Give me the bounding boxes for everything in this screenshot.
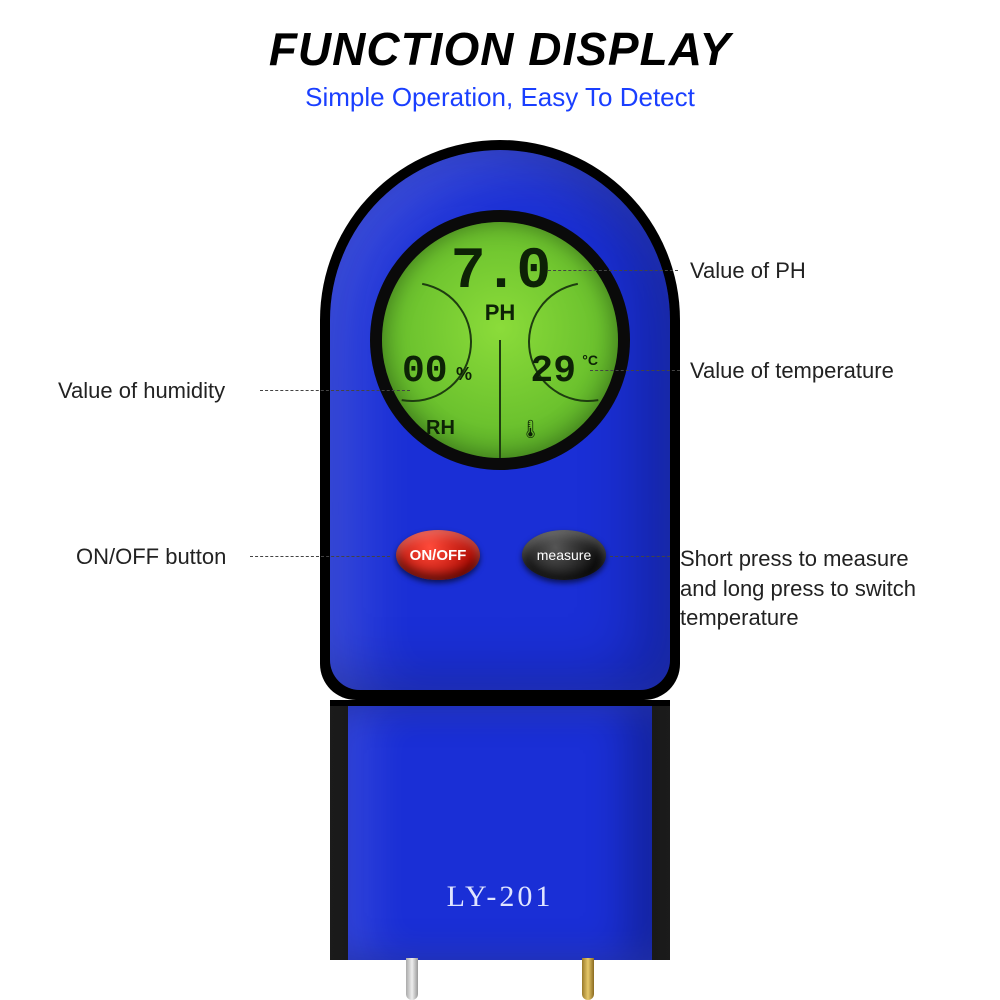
- leader-measure: [610, 556, 670, 557]
- callout-measure: Short press to measure and long press to…: [680, 544, 980, 633]
- temp-unit: °C: [582, 352, 598, 368]
- onoff-button[interactable]: ON/OFF: [396, 530, 480, 580]
- callout-measure-l3: temperature: [680, 605, 799, 630]
- thermometer-icon: 🌡: [519, 419, 542, 440]
- callout-onoff: ON/OFF button: [76, 544, 226, 570]
- measure-button[interactable]: measure: [522, 530, 606, 580]
- model-label: LY-201: [320, 880, 680, 914]
- device-body: LY-201 7.0 PH 00 % 29 °C RH 🌡 ON/OFF mea…: [320, 140, 680, 900]
- ph-value: 7.0: [382, 240, 618, 305]
- leader-ph: [548, 270, 678, 271]
- leader-onoff: [250, 556, 390, 557]
- probe-left: [406, 958, 418, 1000]
- callout-humidity: Value of humidity: [58, 378, 225, 404]
- callout-temp: Value of temperature: [690, 358, 894, 384]
- device-base: [348, 706, 652, 960]
- leader-humidity: [260, 390, 410, 391]
- callout-ph: Value of PH: [690, 258, 806, 284]
- lcd-screen: 7.0 PH 00 % 29 °C RH 🌡: [382, 222, 618, 458]
- humidity-label: RH: [426, 417, 455, 440]
- page-title: FUNCTION DISPLAY: [0, 22, 1000, 76]
- temp-value: 29: [530, 350, 576, 393]
- callout-measure-l2: and long press to switch: [680, 576, 916, 601]
- callout-measure-l1: Short press to measure: [680, 546, 909, 571]
- lcd-divider-vert: [499, 340, 501, 458]
- probe-right: [582, 958, 594, 1000]
- ph-label: PH: [382, 300, 618, 326]
- page-subtitle: Simple Operation, Easy To Detect: [0, 82, 1000, 113]
- humidity-unit: %: [456, 364, 472, 385]
- leader-temp: [590, 370, 680, 371]
- humidity-value: 00: [402, 350, 448, 393]
